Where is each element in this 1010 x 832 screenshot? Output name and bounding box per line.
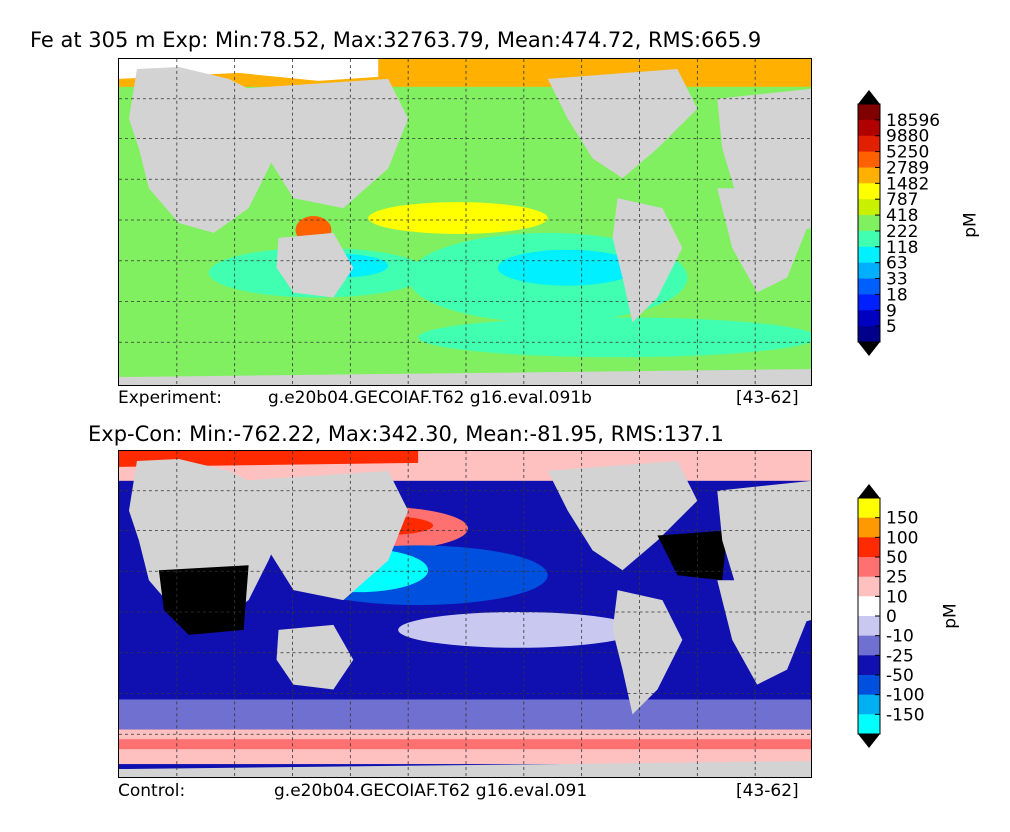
- colorbar-swatch: [858, 557, 880, 578]
- colorbar-tick-label: -10: [886, 627, 914, 647]
- panel-2-caption-years: [43-62]: [736, 781, 799, 801]
- colorbar-tick-label: 2789: [886, 158, 929, 178]
- colorbar-tick-label: 9: [886, 301, 897, 321]
- graticule: [119, 59, 811, 385]
- graticule: [119, 451, 811, 777]
- colorbar-swatch: [858, 616, 880, 637]
- land-australia: [276, 232, 354, 298]
- colorbar-under-arrow: [858, 734, 880, 748]
- land-africa: [717, 188, 808, 293]
- colorbar-swatch: [858, 151, 880, 168]
- land-asia: [238, 78, 409, 209]
- colorbar-tick-label: 25: [886, 568, 908, 588]
- colorbar-swatch: [858, 596, 880, 617]
- colorbar-swatch: [858, 199, 880, 216]
- colorbar-tick-label: 100: [886, 528, 918, 548]
- colorbar-tick-label: 10: [886, 587, 908, 607]
- colorbar-tick-label: 418: [886, 206, 918, 226]
- atlantic-over: [657, 530, 728, 581]
- colorbar-swatch: [858, 278, 880, 295]
- colorbar-swatch: [858, 104, 880, 121]
- colorbar-swatch: [858, 246, 880, 264]
- colorbar-tick-label: 5250: [886, 143, 929, 163]
- land-afro-eurasia: [128, 66, 284, 233]
- colorbar-tick-label: -50: [886, 666, 914, 686]
- colorbar-tick-label: -100: [886, 686, 925, 706]
- colorbar-swatch: [858, 537, 880, 558]
- colorbar-tick-label: 9880: [886, 127, 929, 147]
- land-antarctica: [119, 761, 811, 777]
- colorbar-tick-label: 18: [886, 285, 908, 305]
- land-asia: [238, 470, 409, 601]
- colorbar-outline: [857, 103, 881, 343]
- panel-1-caption-label: Experiment:: [118, 388, 222, 408]
- panel-2-title: Exp-Con: Min:-762.22, Max:342.30, Mean:-…: [88, 422, 724, 446]
- land-south-america: [612, 198, 683, 323]
- colorbar-svg: 1859698805250278914827874182221186333189…: [857, 90, 940, 356]
- land-north-america: [547, 68, 698, 179]
- colorbar-swatch: [858, 183, 880, 200]
- land-africa: [717, 580, 808, 685]
- colorbar-swatch: [858, 517, 880, 538]
- panel-2-colorbar-unit: pM: [940, 603, 961, 629]
- colorbar-over-arrow: [858, 484, 880, 498]
- colorbar-over-arrow: [858, 90, 880, 104]
- colorbar-swatch: [858, 576, 880, 597]
- colorbar-swatch: [858, 714, 880, 735]
- colorbar-tick-label: 5: [886, 317, 897, 337]
- panel-1-map: [118, 58, 812, 386]
- panel-1-colorbar: 18596 9880 5250 2789 1482 787 418 222 118 63 33 18 9…: [857, 90, 978, 356]
- panel-2-caption-case: g.e20b04.GECOIAF.T62 g16.eval.091: [274, 781, 588, 801]
- colorbar-under-arrow: [858, 342, 880, 356]
- colorbar-tick-label: 1482: [886, 174, 929, 194]
- colorbar-swatch: [858, 294, 880, 311]
- colorbar-swatch: [858, 675, 880, 696]
- colorbar-tick-label: 18596: [886, 111, 940, 131]
- colorbar-swatch: [858, 694, 880, 715]
- panel-2-caption-label: Control:: [118, 781, 186, 801]
- colorbar-swatch: [858, 310, 880, 327]
- land-australia: [276, 624, 354, 690]
- land-north-america: [547, 460, 698, 571]
- panel-1-caption-case: g.e20b04.GECOIAF.T62 g16.eval.091b: [268, 388, 592, 408]
- colorbar-tick-label: 150: [886, 509, 918, 529]
- colorbar-tick-label: 33: [886, 270, 908, 290]
- land-south-america: [612, 590, 683, 715]
- panel-1-colorbar-unit: pM: [960, 212, 981, 238]
- tropical-band: [368, 202, 548, 234]
- colorbar-swatch: [858, 215, 880, 232]
- panel-2-map: [118, 450, 812, 778]
- colorbar-tick-label: 50: [886, 548, 908, 568]
- colorbar-swatch: [858, 135, 880, 153]
- colorbar-swatch: [858, 230, 880, 248]
- colorbar-swatch: [858, 262, 880, 280]
- panel-1-map-plot: [119, 59, 811, 385]
- land-antarctica: [119, 369, 811, 385]
- indian-ocean-over: [158, 565, 249, 635]
- colorbar-tick-label: 63: [886, 254, 908, 274]
- southern-neg: [119, 699, 811, 730]
- gyre-core: [497, 249, 638, 286]
- colorbar-tick-label: 787: [886, 190, 918, 210]
- panel-1-caption-years: [43-62]: [736, 388, 799, 408]
- colorbar-tick-label: -25: [886, 646, 914, 666]
- panel-1-title: Fe at 305 m Exp: Min:78.52, Max:32763.79…: [30, 28, 762, 52]
- southern-core: [119, 739, 811, 750]
- southern-band: [418, 317, 811, 358]
- colorbar-swatch: [858, 498, 880, 519]
- equatorial-band: [398, 612, 638, 648]
- colorbar-swatch: [858, 326, 880, 343]
- panel-2-map-plot: [119, 451, 811, 777]
- colorbar-swatch: [858, 167, 880, 184]
- colorbar-swatch: [858, 635, 880, 656]
- colorbar-swatch: [858, 655, 880, 676]
- colorbar-tick-label: 222: [886, 222, 918, 242]
- colorbar-tick-label: 118: [886, 238, 918, 258]
- panel-2-colorbar: 150 100 50 25 10 0 -10 -25 -50 -100 -150: [857, 484, 978, 748]
- colorbar-tick-label: 0: [886, 607, 897, 627]
- colorbar-swatch: [858, 119, 880, 137]
- colorbar-tick-label: -150: [886, 705, 925, 725]
